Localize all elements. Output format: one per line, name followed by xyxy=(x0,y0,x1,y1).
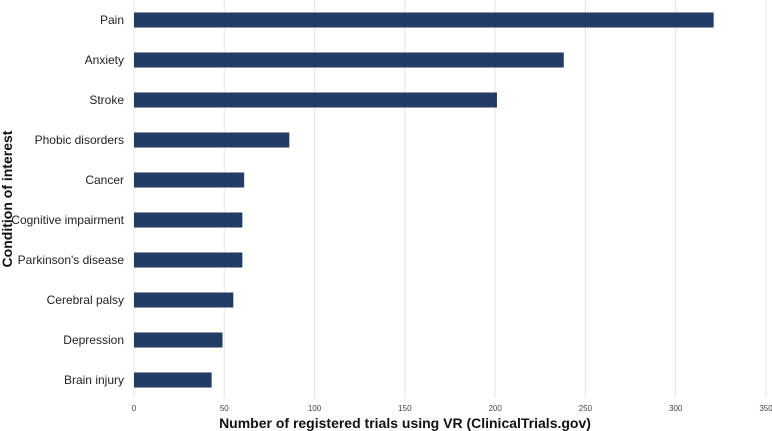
bar xyxy=(134,132,290,148)
bar xyxy=(134,12,714,28)
category-label: Parkinson's disease xyxy=(18,253,125,267)
bar xyxy=(134,52,564,68)
bar xyxy=(134,172,245,188)
bar xyxy=(134,292,234,308)
x-tick-label: 250 xyxy=(579,404,593,413)
x-tick-label: 50 xyxy=(220,404,229,413)
bars xyxy=(134,12,714,388)
category-label: Cancer xyxy=(85,173,124,187)
bar xyxy=(134,372,212,388)
category-label: Phobic disorders xyxy=(35,133,124,147)
category-labels: Pain Anxiety Stroke Phobic disorders Cancer C… xyxy=(11,13,124,387)
category-label: Depression xyxy=(63,333,124,347)
category-label: Pain xyxy=(100,13,124,27)
x-tick-label: 200 xyxy=(488,404,502,413)
y-axis-title: Condition of interest xyxy=(0,130,15,267)
category-label: Stroke xyxy=(89,93,124,107)
x-axis-title: Number of registered trials using VR (Cl… xyxy=(219,415,591,431)
bar xyxy=(134,212,243,228)
category-label: Anxiety xyxy=(85,53,124,67)
x-tick-label: 300 xyxy=(669,404,683,413)
x-tick-label: 350 xyxy=(759,404,772,413)
x-tick-label: 150 xyxy=(398,404,412,413)
category-label: Cognitive impairment xyxy=(11,213,124,227)
x-tick-label: 0 xyxy=(132,404,137,413)
bar xyxy=(134,92,497,108)
bar xyxy=(134,252,243,268)
category-label: Cerebral palsy xyxy=(47,293,124,307)
bar xyxy=(134,332,223,348)
x-tick-label: 100 xyxy=(308,404,322,413)
x-tick-labels: 0 50 100 150 200 250 300 350 xyxy=(132,404,772,413)
category-label: Brain injury xyxy=(64,373,124,387)
